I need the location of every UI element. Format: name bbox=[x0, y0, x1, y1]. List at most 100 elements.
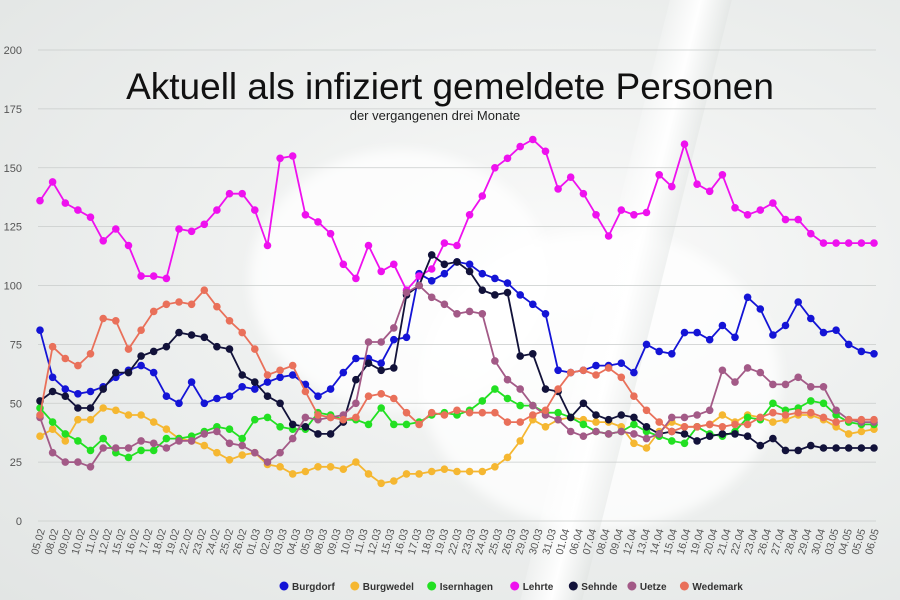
data-point bbox=[251, 345, 259, 353]
data-point bbox=[238, 189, 246, 198]
data-point bbox=[503, 279, 512, 287]
y-tick-label: 25 bbox=[10, 457, 22, 469]
legend-label: Wedemark bbox=[692, 582, 743, 593]
legend-marker bbox=[568, 581, 578, 591]
data-point bbox=[693, 180, 701, 188]
data-point bbox=[99, 314, 107, 323]
data-point bbox=[781, 380, 790, 389]
data-point bbox=[870, 350, 878, 358]
data-point bbox=[339, 415, 348, 424]
data-point bbox=[162, 434, 171, 443]
data-point bbox=[642, 406, 651, 415]
data-point bbox=[301, 387, 310, 396]
data-point bbox=[693, 411, 701, 419]
data-point bbox=[579, 432, 588, 441]
data-point bbox=[857, 347, 866, 356]
data-point bbox=[427, 408, 436, 417]
data-point bbox=[86, 213, 95, 221]
data-point bbox=[592, 418, 600, 426]
data-point bbox=[604, 415, 613, 424]
data-point bbox=[870, 415, 878, 424]
data-point bbox=[162, 300, 171, 309]
data-point bbox=[566, 427, 575, 436]
data-point bbox=[718, 423, 727, 431]
data-point bbox=[415, 281, 423, 290]
data-point bbox=[402, 470, 411, 478]
data-point bbox=[137, 326, 145, 335]
data-point bbox=[529, 350, 537, 358]
data-point bbox=[769, 199, 777, 207]
data-point bbox=[402, 333, 411, 342]
data-point bbox=[554, 408, 562, 417]
data-point bbox=[794, 373, 802, 382]
data-point bbox=[288, 434, 297, 443]
data-point bbox=[794, 408, 802, 417]
data-point bbox=[48, 373, 57, 382]
data-point bbox=[200, 399, 209, 408]
data-point bbox=[529, 300, 537, 309]
data-point bbox=[844, 239, 853, 247]
data-point bbox=[655, 418, 663, 426]
y-tick-label: 50 bbox=[10, 398, 22, 410]
data-point bbox=[124, 411, 133, 419]
data-point bbox=[251, 385, 259, 393]
data-point bbox=[807, 383, 815, 391]
data-point bbox=[566, 368, 575, 377]
data-point bbox=[301, 413, 310, 422]
data-point bbox=[352, 458, 360, 466]
data-point bbox=[124, 368, 133, 377]
data-point bbox=[48, 342, 57, 351]
data-point bbox=[200, 333, 209, 342]
data-point bbox=[453, 406, 461, 415]
legend-marker bbox=[350, 581, 360, 591]
legend-label: Burgdorf bbox=[292, 582, 335, 593]
legend-label: Lehrte bbox=[523, 582, 554, 593]
legend-marker bbox=[279, 581, 289, 591]
data-point bbox=[655, 347, 663, 356]
data-point bbox=[478, 269, 487, 278]
legend-marker bbox=[679, 581, 689, 591]
data-point bbox=[74, 415, 82, 424]
data-point bbox=[187, 300, 196, 309]
data-point bbox=[263, 413, 272, 422]
data-point bbox=[756, 441, 765, 450]
data-point bbox=[112, 406, 120, 415]
data-point bbox=[832, 406, 840, 415]
data-point bbox=[566, 413, 575, 422]
data-point bbox=[465, 307, 474, 316]
data-point bbox=[112, 225, 120, 233]
data-point bbox=[769, 331, 777, 339]
data-point bbox=[655, 430, 663, 438]
data-point bbox=[61, 430, 70, 438]
legend-marker bbox=[627, 581, 637, 591]
legend-label: Burgwedel bbox=[363, 582, 414, 593]
data-point bbox=[36, 411, 44, 419]
data-point bbox=[352, 354, 360, 363]
data-point bbox=[314, 218, 322, 226]
data-point bbox=[478, 310, 487, 318]
data-point bbox=[149, 446, 158, 455]
data-point bbox=[326, 413, 335, 422]
data-point bbox=[402, 420, 411, 429]
data-point bbox=[263, 378, 272, 386]
data-point bbox=[61, 354, 70, 363]
data-point bbox=[61, 437, 70, 445]
data-point bbox=[857, 444, 866, 452]
data-point bbox=[390, 364, 398, 372]
data-point bbox=[630, 392, 638, 401]
data-point bbox=[364, 392, 373, 401]
data-point bbox=[516, 418, 524, 426]
data-point bbox=[844, 415, 853, 424]
data-point bbox=[238, 371, 246, 379]
data-point bbox=[276, 399, 284, 408]
data-point bbox=[769, 380, 777, 389]
data-point bbox=[86, 350, 95, 358]
data-point bbox=[465, 408, 474, 417]
data-point bbox=[390, 260, 398, 269]
data-point bbox=[339, 260, 348, 269]
data-point bbox=[541, 385, 550, 393]
data-point bbox=[857, 427, 866, 436]
data-point bbox=[200, 430, 209, 438]
data-point bbox=[453, 467, 461, 476]
